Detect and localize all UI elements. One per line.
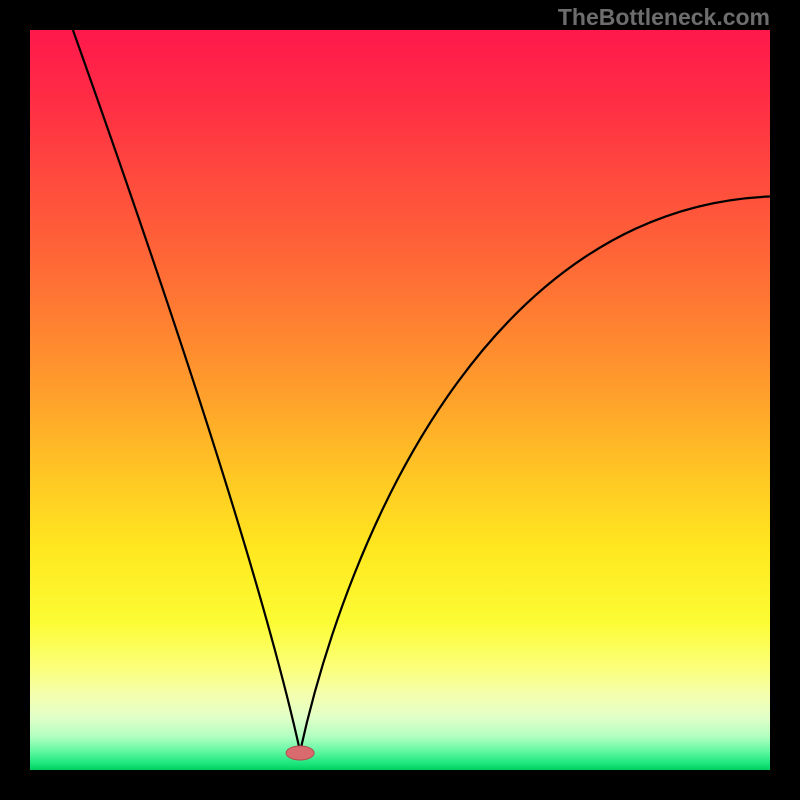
bottleneck-curve (73, 30, 770, 752)
optimum-marker (286, 746, 314, 760)
plot-area (30, 30, 770, 770)
watermark-text: TheBottleneck.com (558, 4, 770, 31)
chart-container: TheBottleneck.com (0, 0, 800, 800)
curve-layer (30, 30, 770, 770)
